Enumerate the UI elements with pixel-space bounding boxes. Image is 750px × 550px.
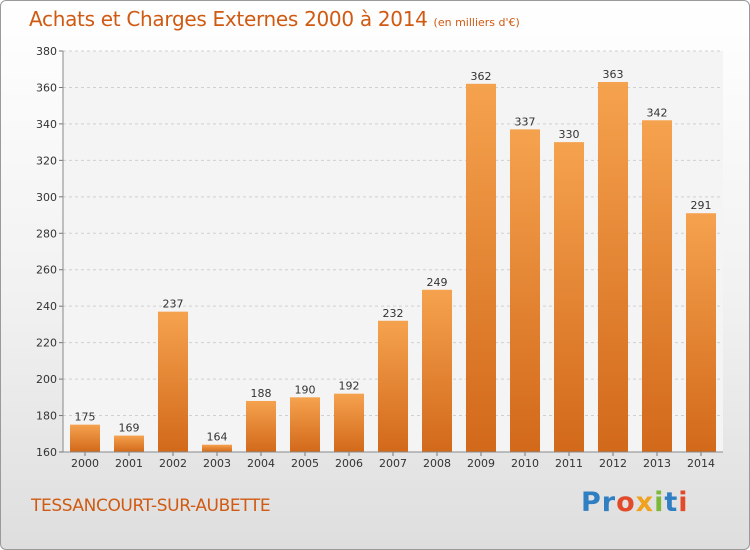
data-label: 190 [295,383,316,396]
data-label: 362 [471,70,492,83]
data-label: 249 [427,276,448,289]
y-tick-label: 300 [36,191,57,204]
bar-2011 [554,142,584,453]
x-tick-label: 2013 [643,457,671,470]
bar-2008 [422,289,452,452]
x-tick-label: 2001 [115,457,143,470]
y-tick-label: 360 [36,81,57,94]
x-tick-label: 2010 [511,457,539,470]
bar-2003 [202,444,232,452]
data-label: 363 [603,68,624,81]
y-tick-label: 200 [36,373,57,386]
chart-title: Achats et Charges Externes 2000 à 2014 (e… [29,7,520,31]
bar-2009 [466,83,496,453]
proxiti-logo: Proxiti [581,487,689,518]
logo-part: i [654,487,665,518]
x-tick-label: 2004 [247,457,275,470]
x-tick-label: 2012 [599,457,627,470]
data-label: 192 [339,380,360,393]
x-tick-label: 2002 [159,457,187,470]
x-tick-label: 2011 [555,457,583,470]
data-label: 232 [383,307,404,320]
logo-part: x [635,487,655,518]
x-tick-label: 2014 [687,457,715,470]
bar-2002 [158,311,188,452]
x-tick-label: 2008 [423,457,451,470]
bar-2006 [334,393,364,452]
x-tick-label: 2007 [379,457,407,470]
x-tick-label: 2003 [203,457,231,470]
bar-2007 [378,320,408,452]
y-tick-label: 220 [36,337,57,350]
bar-2014 [686,213,716,452]
data-label: 291 [691,199,712,212]
logo-part: t [664,487,679,518]
bar-2004 [246,400,276,452]
data-label: 169 [119,422,140,435]
bar-2013 [642,120,672,452]
data-label: 342 [647,106,668,119]
data-label: 237 [163,298,184,311]
y-tick-label: 240 [36,300,57,313]
logo-part: o [616,487,636,518]
chart-subtitle: (en milliers d'€) [433,16,520,29]
y-tick-label: 340 [36,118,57,131]
bar-2005 [290,397,320,452]
bars [70,81,716,453]
y-tick-label: 260 [36,264,57,277]
logo-part: i [678,487,689,518]
y-tick-label: 180 [36,410,57,423]
bar-2001 [114,435,144,452]
y-tick-label: 160 [36,446,57,459]
x-tick-label: 2000 [71,457,99,470]
bar-2010 [510,129,540,453]
data-label: 330 [559,128,580,141]
bar-2000 [70,424,100,452]
labels: 160 180 200 220 240 260 280 300 320 340 360 380 175 2… [36,45,715,470]
y-tick-label: 280 [36,227,57,240]
y-tick-label: 380 [36,45,57,58]
x-tick-label: 2009 [467,457,495,470]
bar-2012 [598,81,628,453]
data-label: 164 [207,431,228,444]
data-label: 188 [251,387,272,400]
y-tick-label: 320 [36,154,57,167]
commune-name: TESSANCOURT-SUR-AUBETTE [31,496,271,516]
data-label: 175 [75,411,96,424]
x-tick-label: 2006 [335,457,363,470]
logo-part: Pr [581,487,617,518]
data-label: 337 [515,115,536,128]
x-tick-label: 2005 [291,457,319,470]
axes [59,50,723,456]
chart-title-text: Achats et Charges Externes 2000 à 2014 [29,7,428,31]
